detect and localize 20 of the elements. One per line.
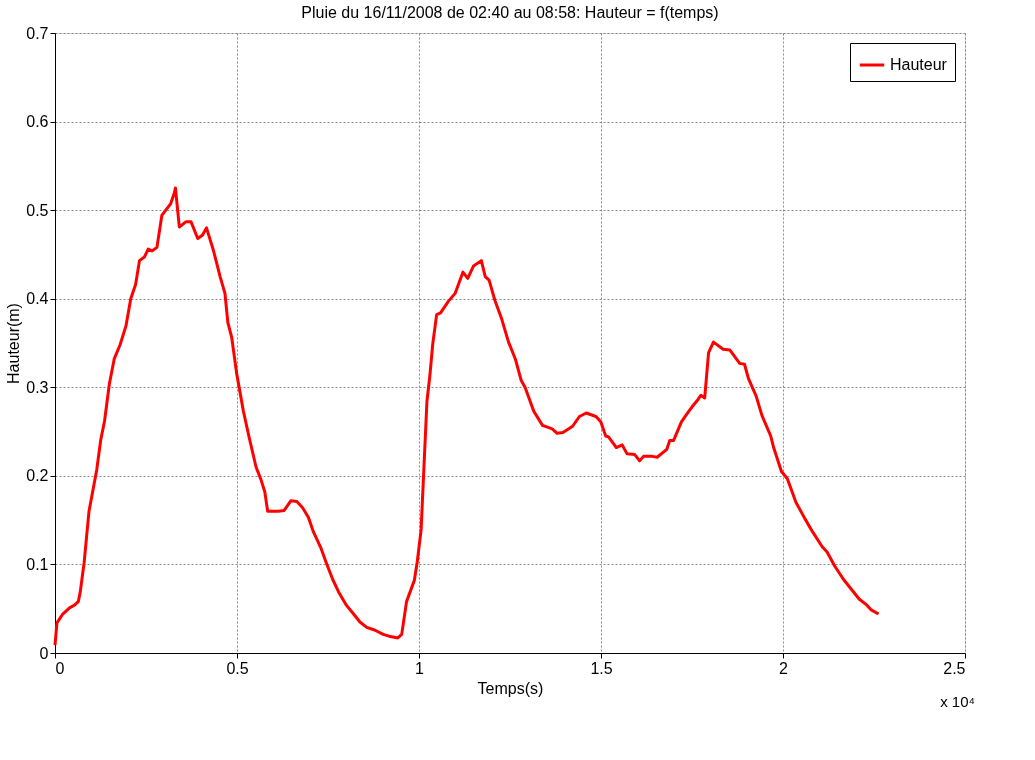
x-tick-label: 0 xyxy=(55,659,65,677)
text: x 10⁴ xyxy=(940,693,975,710)
x-tick-label: 1.5 xyxy=(590,659,613,677)
legend-label: Hauteur xyxy=(890,56,948,73)
y-tick-label: 0.5 xyxy=(26,201,49,219)
x-axis-title: Temps(s) xyxy=(477,679,544,697)
y-tick-label: 0.7 xyxy=(26,24,49,42)
y-tick-label: 0.4 xyxy=(26,290,49,308)
line-series xyxy=(53,186,881,647)
y-axis-title: Hauteur(m) xyxy=(5,303,23,384)
x-tick-label: 2 xyxy=(779,659,789,677)
chart-title: Pluie du 16/11/2008 de 02:40 au 08:58: Hauteur = f(temps) xyxy=(301,4,719,21)
x-tick-label: 0.5 xyxy=(226,659,249,677)
y-tick-label: 0.3 xyxy=(26,378,49,396)
x-tick-label: 1 xyxy=(415,659,425,677)
x-tick-label: 2.5 xyxy=(943,659,966,677)
y-tick-label: 0.2 xyxy=(26,467,49,485)
y-tick-label: 0 xyxy=(39,644,49,662)
y-tick-label: 0.1 xyxy=(26,555,49,573)
y-tick-label: 0.6 xyxy=(26,113,49,131)
